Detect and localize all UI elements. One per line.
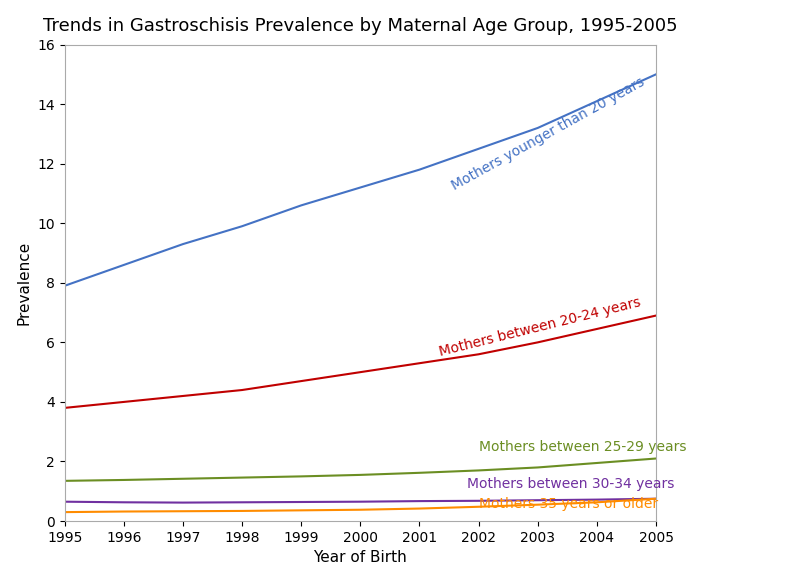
Text: Mothers between 20-24 years: Mothers between 20-24 years xyxy=(438,295,642,359)
Text: Mothers between 25-29 years: Mothers between 25-29 years xyxy=(478,440,686,454)
Text: Mothers 35 years or older: Mothers 35 years or older xyxy=(478,496,658,510)
Text: Mothers between 30-34 years: Mothers between 30-34 years xyxy=(466,477,674,491)
Title: Trends in Gastroschisis Prevalence by Maternal Age Group, 1995-2005: Trends in Gastroschisis Prevalence by Ma… xyxy=(43,17,678,35)
Y-axis label: Prevalence: Prevalence xyxy=(17,241,32,325)
Text: Mothers younger than 20 years: Mothers younger than 20 years xyxy=(449,75,647,193)
X-axis label: Year of Birth: Year of Birth xyxy=(314,551,407,565)
